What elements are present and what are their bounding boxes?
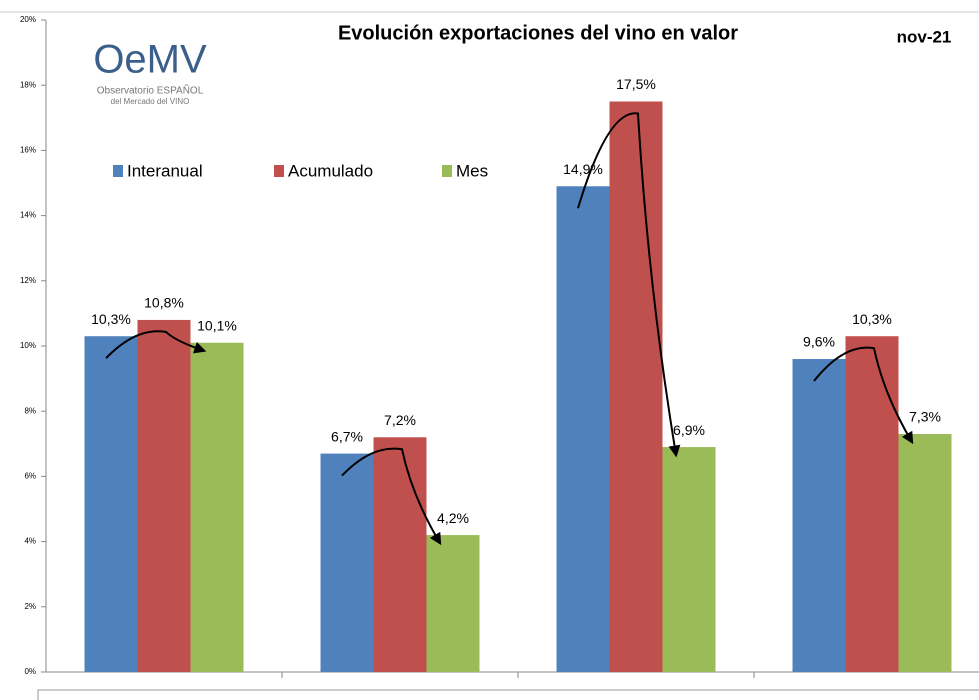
- value-label: 10,3%: [91, 311, 131, 327]
- date-annotation: nov-21: [897, 27, 952, 46]
- logo-line2: del Mercado del VINO: [111, 97, 190, 106]
- value-label: 7,2%: [384, 412, 416, 428]
- y-tick-label: 2%: [24, 602, 36, 611]
- value-label: 7,3%: [909, 409, 941, 425]
- legend-swatch: [113, 165, 123, 177]
- y-tick-label: 4%: [24, 537, 36, 546]
- bar: [556, 186, 610, 672]
- value-label: 4,2%: [437, 510, 469, 526]
- bar: [662, 447, 716, 672]
- value-label: 10,8%: [144, 295, 184, 311]
- y-tick-label: 0%: [24, 667, 36, 676]
- bar: [190, 342, 244, 672]
- bar: [84, 336, 138, 672]
- y-tick-label: 10%: [20, 341, 36, 350]
- trend-arrow: [105, 330, 207, 359]
- value-label: 9,6%: [803, 334, 835, 350]
- bar: [609, 101, 663, 672]
- bar: [845, 336, 899, 672]
- bar: [426, 535, 480, 672]
- legend-swatch: [274, 165, 284, 177]
- logo-line1: Observatorio ESPAÑOL: [97, 84, 204, 97]
- value-label: 14,9%: [563, 161, 603, 177]
- logo-mark: OeMV: [93, 38, 207, 82]
- trend-arrow: [341, 447, 442, 546]
- y-tick-label: 14%: [20, 211, 36, 220]
- bar: [373, 437, 427, 672]
- bar: [137, 319, 191, 672]
- legend-label: Interanual: [127, 161, 203, 180]
- y-tick-label: 8%: [24, 406, 36, 415]
- value-label: 6,9%: [673, 422, 705, 438]
- trend-arrow: [577, 112, 681, 458]
- y-tick-label: 6%: [24, 472, 36, 481]
- value-label: 17,5%: [616, 76, 656, 92]
- value-label: 6,7%: [331, 428, 363, 444]
- chart-title: Evolución exportaciones del vino en valo…: [338, 22, 738, 44]
- legend-label: Mes: [456, 161, 488, 180]
- bar: [792, 359, 846, 672]
- y-tick-label: 20%: [20, 15, 36, 24]
- y-tick-label: 18%: [20, 80, 36, 89]
- trend-arrow: [813, 346, 914, 445]
- y-tick-label: 16%: [20, 146, 36, 155]
- bar: [320, 453, 374, 672]
- y-tick-label: 12%: [20, 276, 36, 285]
- legend-swatch: [442, 165, 452, 177]
- legend-label: Acumulado: [288, 161, 373, 180]
- value-label: 10,1%: [197, 317, 237, 333]
- frame-bottom: [37, 689, 979, 700]
- value-label: 10,3%: [852, 311, 892, 327]
- bar: [898, 434, 952, 672]
